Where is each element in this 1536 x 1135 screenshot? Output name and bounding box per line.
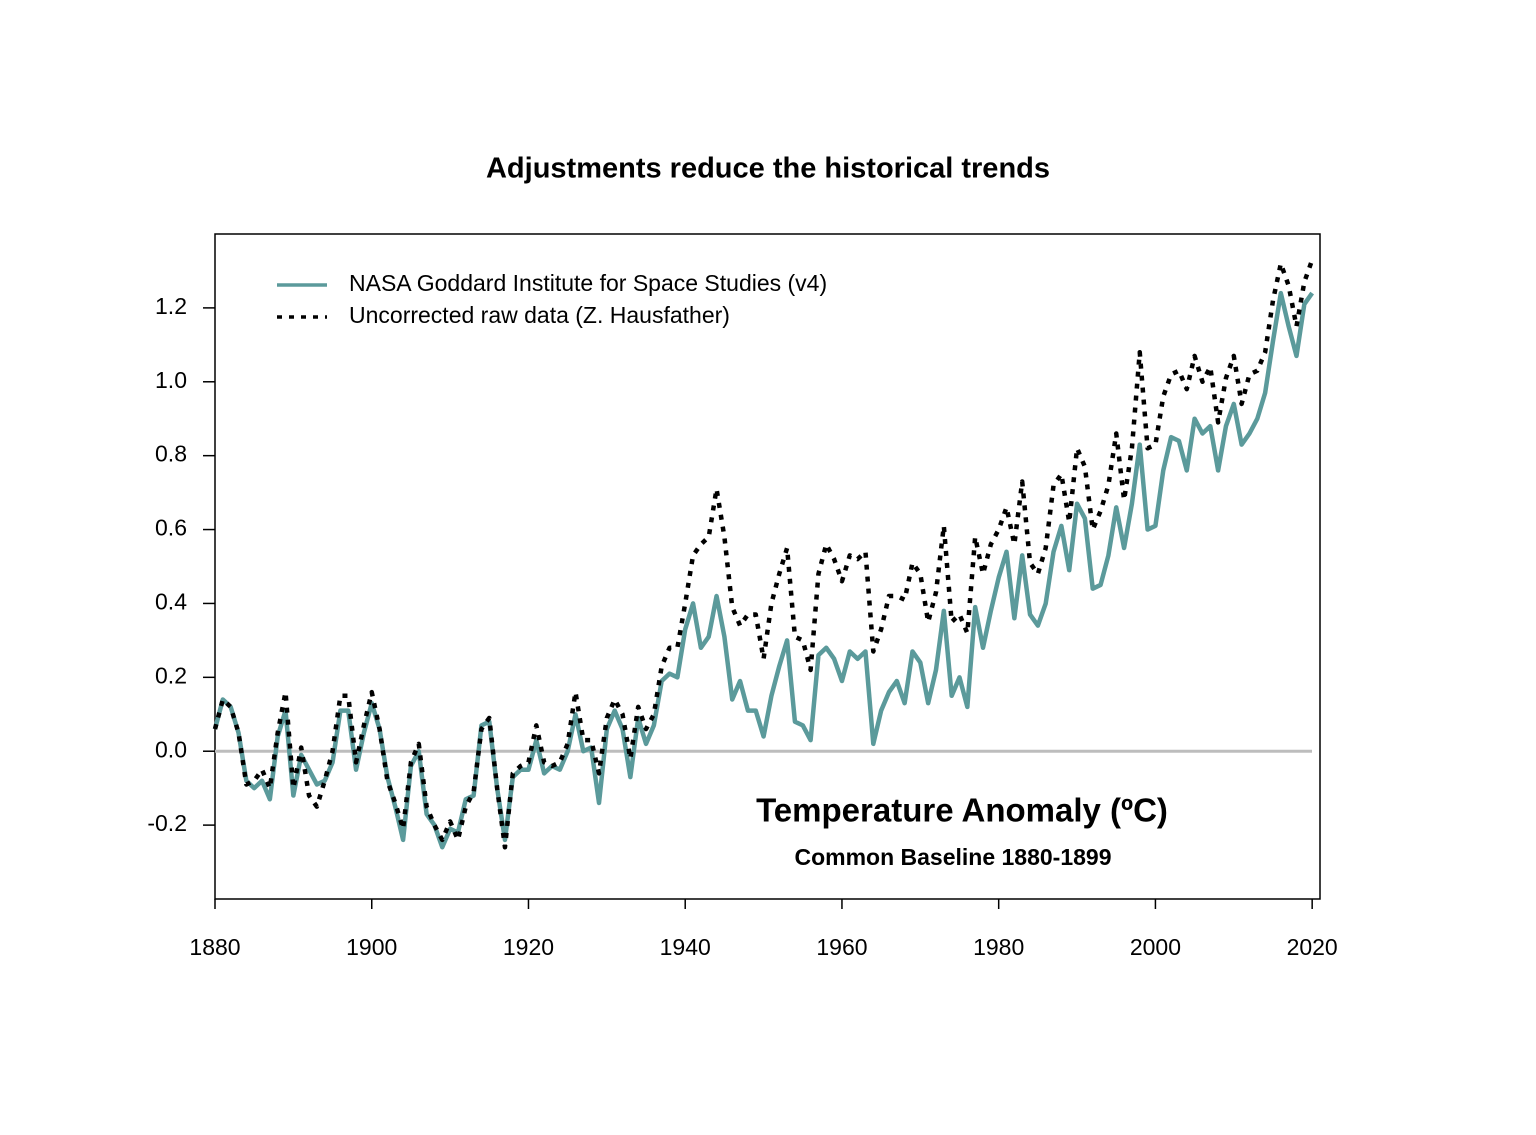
y-tick-label: -0.2 [147,810,187,836]
x-tick-label: 2020 [1287,934,1338,960]
y-tick-label: 0.8 [155,441,187,467]
legend-label: NASA Goddard Institute for Space Studies… [349,270,827,296]
x-tick-label: 1960 [816,934,867,960]
chart-title: Adjustments reduce the historical trends [486,153,1050,185]
data-line [212,259,1315,850]
annotation: Common Baseline 1880-1899 [794,844,1111,870]
y-tick-label: 0.6 [155,515,187,541]
plot-frame [214,233,1321,900]
y-tick-label: 0.2 [155,662,187,688]
x-tick-label: 1880 [189,934,240,960]
data-line [212,290,1314,850]
y-tick-label: 0.4 [155,589,187,615]
x-tick-label: 1980 [973,934,1024,960]
x-tick-label: 1940 [660,934,711,960]
x-tick-label: 2000 [1130,934,1181,960]
legend-label: Uncorrected raw data (Z. Hausfather) [349,302,730,328]
y-tick-label: 1.2 [155,293,187,319]
y-tick-label: 1.0 [155,367,187,393]
x-tick-label: 1920 [503,934,554,960]
annotation: Temperature Anomaly (ºC) [756,792,1168,829]
y-tick-label: 0.0 [155,736,187,762]
x-tick-label: 1900 [346,934,397,960]
